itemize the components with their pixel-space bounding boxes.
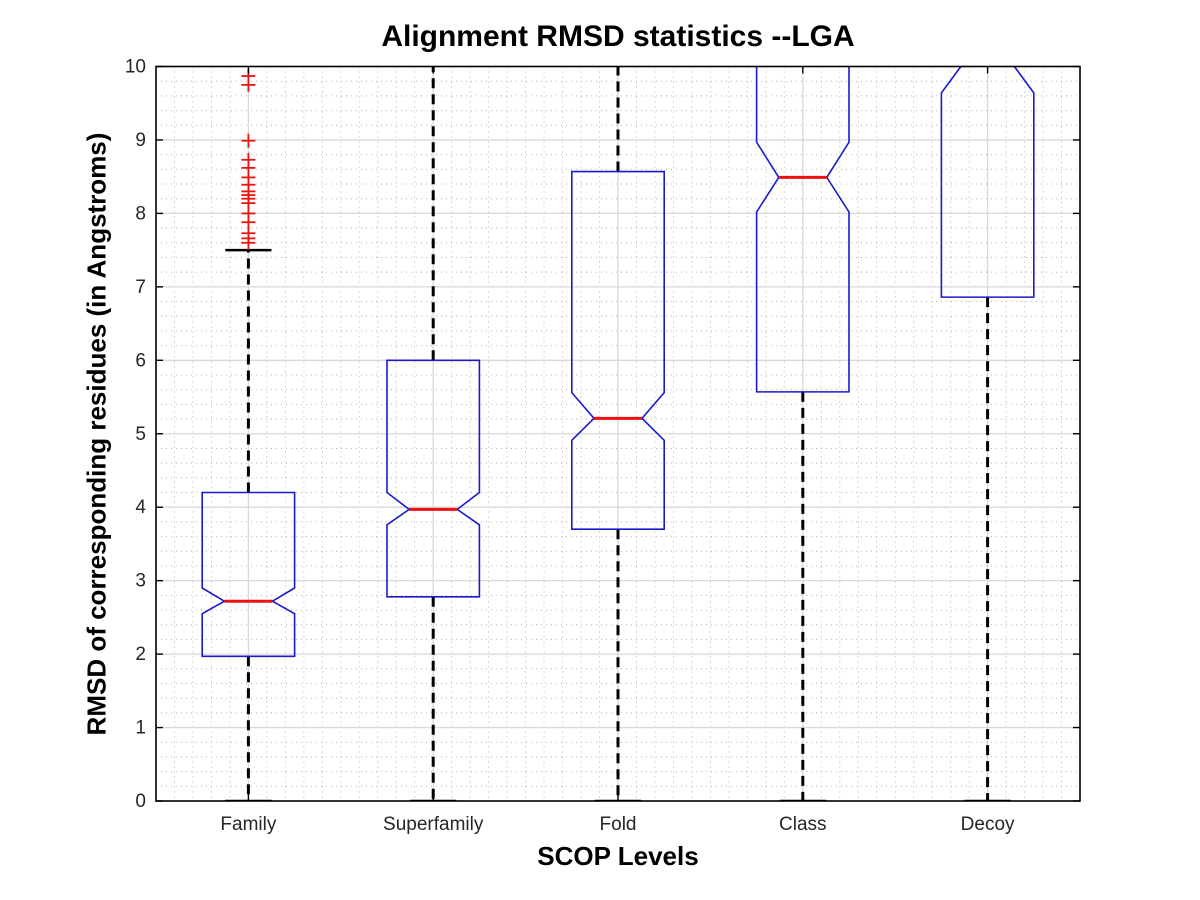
x-tick-label: Class — [779, 814, 827, 835]
y-tick-label: 0 — [135, 791, 146, 812]
y-tick-label: 4 — [135, 497, 146, 518]
y-tick-label: 2 — [135, 644, 146, 665]
y-tick-label: 7 — [135, 277, 146, 298]
chart-title: Alignment RMSD statistics --LGA — [381, 20, 855, 53]
y-tick-label: 6 — [135, 350, 146, 371]
x-tick-label: Fold — [600, 814, 637, 835]
box-class — [755, 66, 850, 393]
y-tick-label: 8 — [135, 203, 146, 224]
y-tick-label: 1 — [135, 718, 146, 739]
x-axis-label: SCOP Levels — [537, 841, 699, 871]
y-axis-label: RMSD of corresponding residues (in Angst… — [81, 132, 112, 736]
box-family — [201, 491, 296, 658]
y-tick-label: 9 — [135, 130, 146, 151]
y-tick-label: 5 — [135, 424, 146, 445]
x-tick-label: Decoy — [961, 814, 1015, 835]
box-decoy — [940, 66, 1035, 298]
y-tick-label: 10 — [125, 57, 146, 78]
x-tick-label: Family — [220, 814, 276, 835]
box-fold — [570, 170, 666, 531]
y-tick-label: 3 — [135, 571, 146, 592]
box-superfamily — [386, 359, 481, 598]
x-tick-label: Superfamily — [383, 814, 484, 835]
